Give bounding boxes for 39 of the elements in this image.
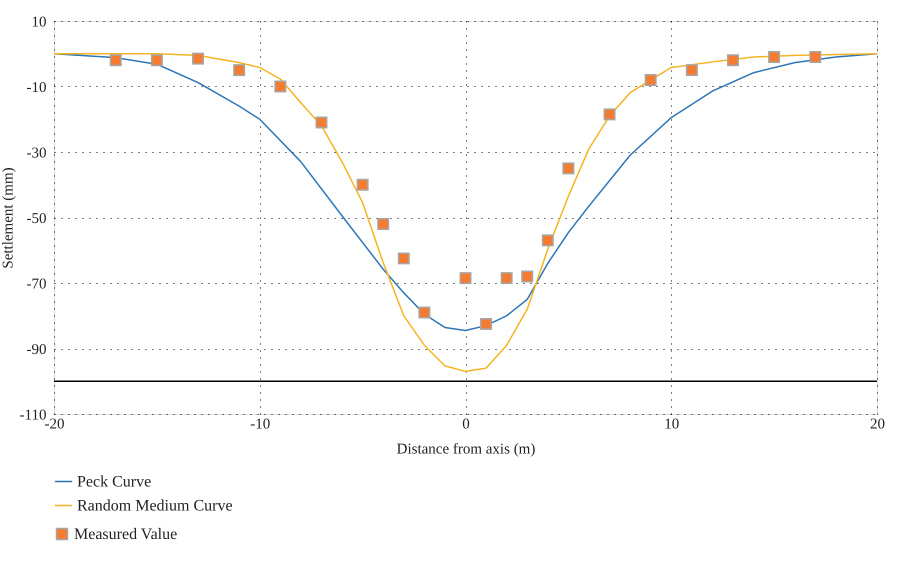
point — [500, 272, 513, 284]
y-tick-label: -70 — [26, 276, 46, 292]
point — [726, 54, 739, 66]
point — [460, 272, 472, 284]
point — [418, 306, 430, 318]
point — [768, 51, 780, 64]
point — [315, 116, 328, 129]
point — [542, 234, 554, 246]
point — [377, 218, 390, 230]
legend-label: Peck Curve — [77, 474, 152, 490]
point — [644, 74, 657, 86]
legend-label: Random Medium Curve — [77, 498, 233, 514]
x-tick-label: -20 — [44, 416, 64, 432]
point — [686, 64, 698, 76]
x-tick-label: 0 — [462, 416, 470, 432]
y-axis-title: Settlement (mm) — [0, 167, 17, 269]
y-tick-label: -30 — [26, 146, 46, 162]
x-axis-title: Distance from axis (m) — [396, 442, 536, 458]
point — [110, 54, 122, 66]
point — [480, 318, 492, 330]
point — [809, 51, 822, 64]
point — [233, 64, 246, 76]
point — [562, 162, 574, 174]
point — [274, 80, 286, 92]
y-tick-label: -10 — [26, 80, 46, 96]
y-tick-label: -50 — [26, 211, 46, 227]
point — [604, 108, 616, 120]
point — [521, 270, 534, 282]
point — [192, 52, 204, 65]
point — [356, 178, 369, 191]
legend-label: Measured Value — [74, 526, 178, 543]
x-tick-label: 20 — [870, 416, 885, 432]
y-tick-label: -90 — [26, 342, 46, 358]
x-tick-label: 10 — [664, 416, 680, 432]
x-tick-label: -10 — [250, 416, 270, 432]
point — [398, 252, 410, 264]
y-tick-label: -110 — [20, 408, 46, 424]
y-tick-label: 10 — [32, 14, 46, 30]
point — [150, 54, 163, 66]
